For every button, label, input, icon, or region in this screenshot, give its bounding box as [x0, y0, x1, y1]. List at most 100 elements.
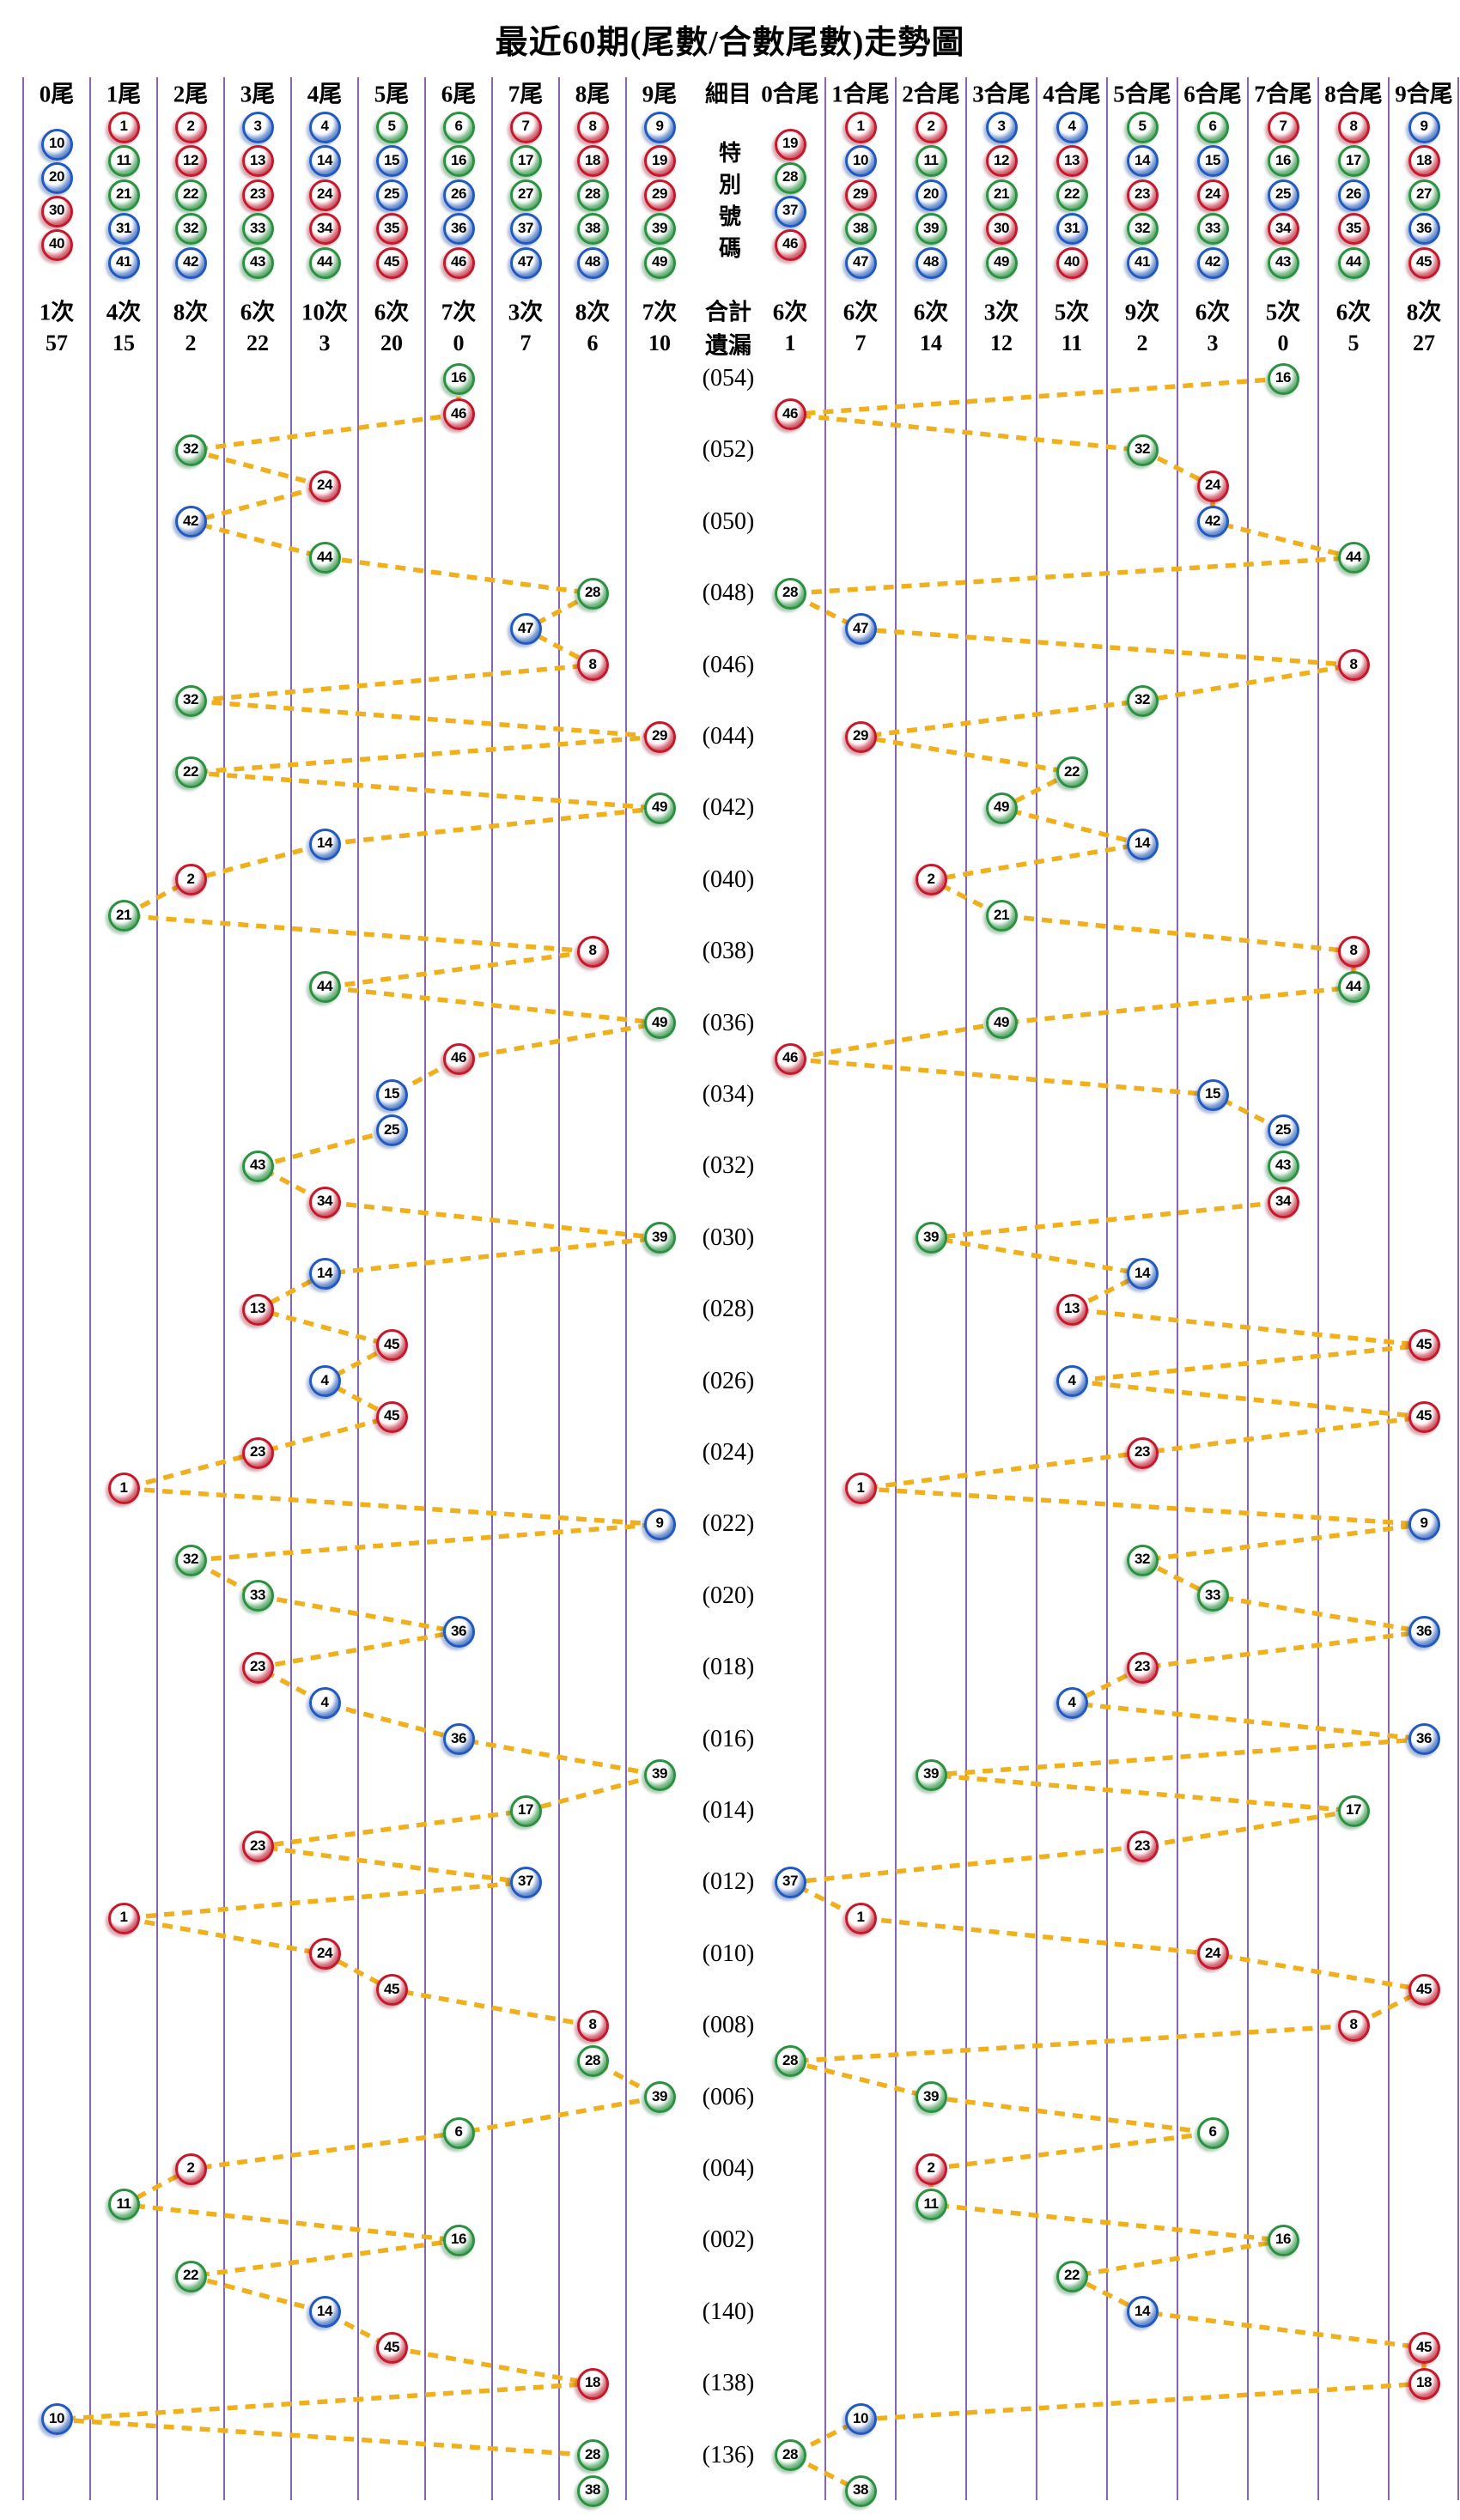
header-ball-tail-3尾-33: 33	[241, 213, 274, 245]
header-ball-sumtail-1合尾-47: 47	[844, 246, 877, 279]
draw-ball-tail-row9: 8	[576, 649, 609, 682]
draw-ball-sumtail-row43: 37	[774, 1866, 806, 1898]
header-ball-sumtail-6合尾-42: 42	[1196, 246, 1229, 279]
total-count-sumtail-1: 6次	[843, 299, 879, 325]
draw-ball-sumtail-row57: 18	[1408, 2367, 1440, 2400]
header-ball-sumtail-1合尾-38: 38	[844, 213, 877, 245]
column-header-sumtail-1: 1合尾	[831, 81, 890, 107]
column-header-sumtail-9: 9合尾	[1395, 81, 1453, 107]
draw-ball-sumtail-row51: 2	[915, 2153, 947, 2185]
draw-ball-tail-row18: 44	[308, 971, 341, 1004]
draw-ball-sumtail-row4: 24	[1196, 470, 1229, 502]
header-ball-tail-5尾-5: 5	[375, 111, 408, 143]
miss-count-tail-4: 3	[319, 331, 331, 355]
trend-line-tail-section	[56, 379, 667, 2492]
draw-ball-sumtail-row20: 46	[774, 1042, 806, 1075]
header-ball-sumtail-6合尾-33: 33	[1196, 213, 1229, 245]
column-header-sumtail-4: 4合尾	[1043, 81, 1101, 107]
total-count-tail-9: 7次	[642, 299, 678, 325]
draw-ball-tail-row28: 45	[375, 1329, 408, 1362]
header-ball-tail-8尾-38: 38	[576, 213, 609, 245]
header-ball-sumtail-5合尾-5: 5	[1126, 111, 1159, 143]
total-count-tail-1: 4次	[106, 299, 142, 325]
miss-count-tail-7: 7	[520, 331, 532, 355]
draw-ball-sumtail-row14: 14	[1126, 828, 1159, 860]
total-count-tail-4: 10次	[301, 299, 348, 325]
total-count-sumtail-4: 5次	[1054, 299, 1090, 325]
draw-ball-tail-row38: 4	[308, 1687, 341, 1720]
draw-ball-tail-row34: 32	[174, 1544, 207, 1576]
header-ball-sumtail-8合尾-44: 44	[1337, 246, 1370, 279]
column-header-sumtail-0: 0合尾	[761, 81, 819, 107]
draw-ball-tail-row58: 10	[40, 2403, 73, 2436]
period-label-038: (038)	[702, 938, 755, 965]
miss-count-sumtail-0: 1	[784, 331, 796, 355]
draw-ball-tail-row15: 2	[174, 864, 207, 896]
column-header-sumtail-3: 3合尾	[972, 81, 1031, 107]
draw-ball-sumtail-row2: 46	[774, 398, 806, 431]
total-count-tail-0: 1次	[39, 299, 75, 325]
period-label-022: (022)	[702, 1510, 755, 1538]
header-ball-sumtail-3合尾-12: 12	[985, 145, 1018, 177]
header-ball-sumtail-3合尾-49: 49	[985, 246, 1018, 279]
period-label-040: (040)	[702, 865, 755, 893]
draw-ball-sumtail-row30: 45	[1408, 1400, 1440, 1433]
period-label-004: (004)	[702, 2155, 755, 2182]
period-label-026: (026)	[702, 1367, 755, 1394]
draw-ball-sumtail-row31: 23	[1126, 1436, 1159, 1469]
draw-ball-sumtail-row47: 8	[1337, 2009, 1370, 2042]
header-ball-sumtail-4合尾-40: 40	[1055, 246, 1088, 279]
miss-count-tail-5: 20	[380, 331, 403, 355]
total-count-sumtail-7: 5次	[1265, 299, 1301, 325]
period-label-032: (032)	[702, 1152, 755, 1180]
draw-ball-tail-row40: 39	[643, 1758, 676, 1791]
miss-count-tail-0: 57	[46, 331, 68, 355]
draw-ball-sumtail-row5: 42	[1196, 506, 1229, 538]
header-ball-sumtail-3合尾-3: 3	[985, 111, 1018, 143]
draw-ball-tail-row39: 36	[442, 1723, 475, 1756]
draw-ball-sumtail-row1: 16	[1267, 362, 1299, 395]
total-count-sumtail-6: 6次	[1195, 299, 1231, 325]
draw-ball-tail-row2: 46	[442, 398, 475, 431]
header-ball-tail-2尾-32: 32	[174, 213, 207, 245]
header-ball-sumtail-5合尾-41: 41	[1126, 246, 1159, 279]
draw-ball-tail-row22: 25	[375, 1114, 408, 1147]
column-header-tail-0: 0尾	[39, 81, 75, 107]
header-ball-sumtail-5合尾-23: 23	[1126, 179, 1159, 211]
header-ball-sumtail-2合尾-20: 20	[915, 179, 947, 211]
header-ball-sumtail-9合尾-36: 36	[1408, 213, 1440, 245]
miss-count-tail-6: 0	[453, 331, 465, 355]
draw-ball-tail-row57: 18	[576, 2367, 609, 2400]
header-ball-tail-3尾-23: 23	[241, 179, 274, 211]
header-ball-tail-9尾-49: 49	[643, 246, 676, 279]
miss-count-sumtail-1: 7	[855, 331, 867, 355]
period-label-024: (024)	[702, 1439, 755, 1466]
miss-count-sumtail-9: 27	[1413, 331, 1435, 355]
draw-ball-sumtail-row28: 45	[1408, 1329, 1440, 1362]
draw-ball-tail-row43: 37	[509, 1866, 542, 1898]
draw-ball-sumtail-row39: 36	[1408, 1723, 1440, 1756]
draw-ball-sumtail-row15: 2	[915, 864, 947, 896]
draw-ball-sumtail-row45: 24	[1196, 1938, 1229, 1970]
draw-ball-tail-row24: 34	[308, 1186, 341, 1218]
period-label-010: (010)	[702, 1940, 755, 1967]
header-ball-sumtail-8合尾-26: 26	[1337, 179, 1370, 211]
miss-count-sumtail-6: 3	[1207, 331, 1219, 355]
header-ball-tail-8尾-28: 28	[576, 179, 609, 211]
draw-ball-sumtail-row33: 9	[1408, 1508, 1440, 1540]
draw-ball-tail-row6: 44	[308, 542, 341, 574]
header-ball-tail-3尾-43: 43	[241, 246, 274, 279]
header-ball-sumtail-0合尾-46: 46	[774, 228, 806, 261]
draw-ball-sumtail-row49: 39	[915, 2081, 947, 2114]
column-header-tail-8: 8尾	[575, 81, 611, 107]
draw-ball-sumtail-row38: 4	[1055, 1687, 1088, 1720]
period-label-046: (046)	[702, 651, 755, 678]
miss-row-label: 遺漏	[705, 332, 751, 359]
draw-ball-tail-row30: 45	[375, 1400, 408, 1433]
header-ball-tail-9尾-29: 29	[643, 179, 676, 211]
header-ball-tail-1尾-1: 1	[107, 111, 140, 143]
header-ball-sumtail-4合尾-4: 4	[1055, 111, 1088, 143]
period-label-018: (018)	[702, 1654, 755, 1681]
column-header-tail-4: 4尾	[307, 81, 343, 107]
header-ball-sumtail-7合尾-16: 16	[1267, 145, 1299, 177]
